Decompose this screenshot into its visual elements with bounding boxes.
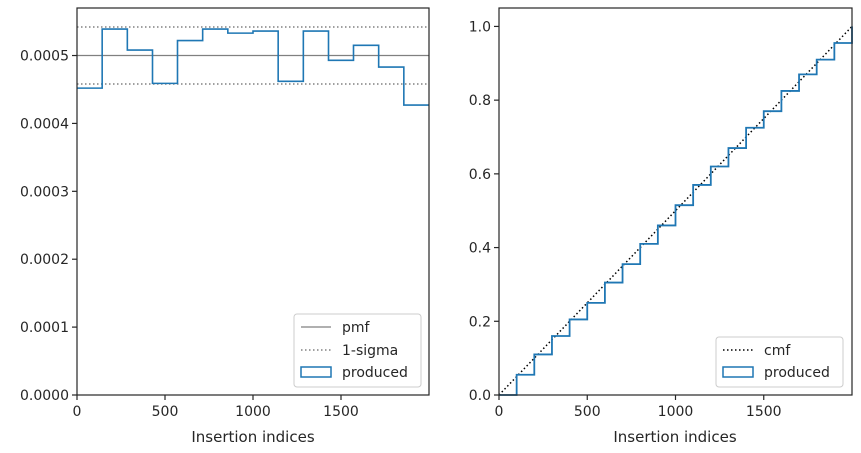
left-chart-panel: 0 500 1000 1500 0.0000 0.0001 0.0002 0.0003 0.0… (20, 7, 430, 446)
y-tick-label: 0.0002 (20, 252, 69, 268)
legend-cmf-label: cmf (764, 343, 791, 359)
x-tick-label: 1000 (235, 404, 271, 420)
y-tick-label: 1.0 (469, 19, 491, 35)
y-tick-label: 0.0 (469, 388, 491, 404)
x-tick-label: 1500 (323, 404, 359, 420)
legend-pmf-label: pmf (342, 320, 371, 336)
y-tick-label: 0.0000 (20, 388, 69, 404)
left-legend: pmf 1-sigma produced (293, 313, 422, 388)
legend-produced-swatch (300, 366, 332, 378)
y-tick-label: 0.2 (469, 314, 491, 330)
right-legend: cmf produced (715, 336, 844, 388)
y-tick-label: 0.8 (469, 93, 491, 109)
y-tick-label: 0.0004 (20, 116, 69, 132)
legend-produced-swatch (722, 366, 754, 378)
legend-1sigma-label: 1-sigma (342, 343, 398, 359)
right-x-axis-label: Insertion indices (613, 428, 736, 446)
x-tick-label: 0 (495, 404, 504, 420)
x-tick-label: 500 (574, 404, 601, 420)
right-chart-panel: 0 500 1000 1500 0.0 0.2 0.4 0.6 0.8 1.0 Insertio… (469, 7, 853, 446)
legend-produced-label: produced (342, 365, 408, 381)
x-tick-label: 1500 (746, 404, 782, 420)
y-tick-label: 0.0005 (20, 49, 69, 65)
x-tick-label: 500 (152, 404, 179, 420)
y-tick-label: 0.4 (469, 241, 491, 257)
cmf-line (498, 25, 853, 396)
legend-produced-label: produced (764, 365, 830, 381)
left-x-axis-label: Insertion indices (191, 428, 314, 446)
x-tick-label: 0 (73, 404, 82, 420)
produced-histogram-step (77, 28, 429, 106)
produced-cumulative-line (499, 26, 853, 396)
left-legend-box (293, 313, 422, 388)
y-tick-label: 0.0001 (20, 320, 69, 336)
y-tick-label: 0.6 (469, 167, 491, 183)
y-tick-label: 0.0003 (20, 184, 69, 200)
x-tick-label: 1000 (658, 404, 694, 420)
